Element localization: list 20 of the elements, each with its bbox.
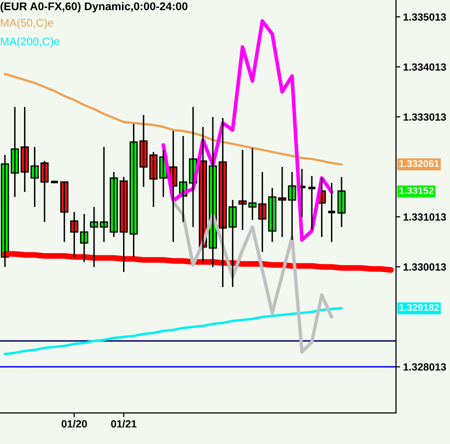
x-tick-label: 01/20 [62, 420, 87, 428]
text: MA(50,C)e [0, 18, 54, 29]
text: MA(200,C)e [0, 37, 60, 48]
y-tick-label: 1.333013 [404, 113, 446, 121]
x-tick-label: 01/21 [111, 420, 136, 428]
line-series [162, 19, 334, 242]
y-tick-label: 1.328013 [404, 363, 446, 371]
y-tick-label: 1.334013 [404, 63, 446, 71]
y-tick-label: 1.331013 [404, 213, 446, 221]
y-tick-label: 1.335013 [404, 13, 446, 21]
text: 1.329182 [399, 304, 439, 311]
line-series [172, 200, 334, 354]
text: 1.332061 [399, 160, 440, 168]
text: 1.33152 [399, 187, 434, 194]
candlestick [307, 175, 317, 231]
candlestick [326, 182, 336, 243]
line-series [4, 72, 343, 166]
line-series [4, 307, 343, 356]
chart-title: (EUR A0-FX,60) Dynamic,0:00-24:00 [0, 2, 188, 12]
y-tick-label: 1.330013 [404, 263, 446, 271]
